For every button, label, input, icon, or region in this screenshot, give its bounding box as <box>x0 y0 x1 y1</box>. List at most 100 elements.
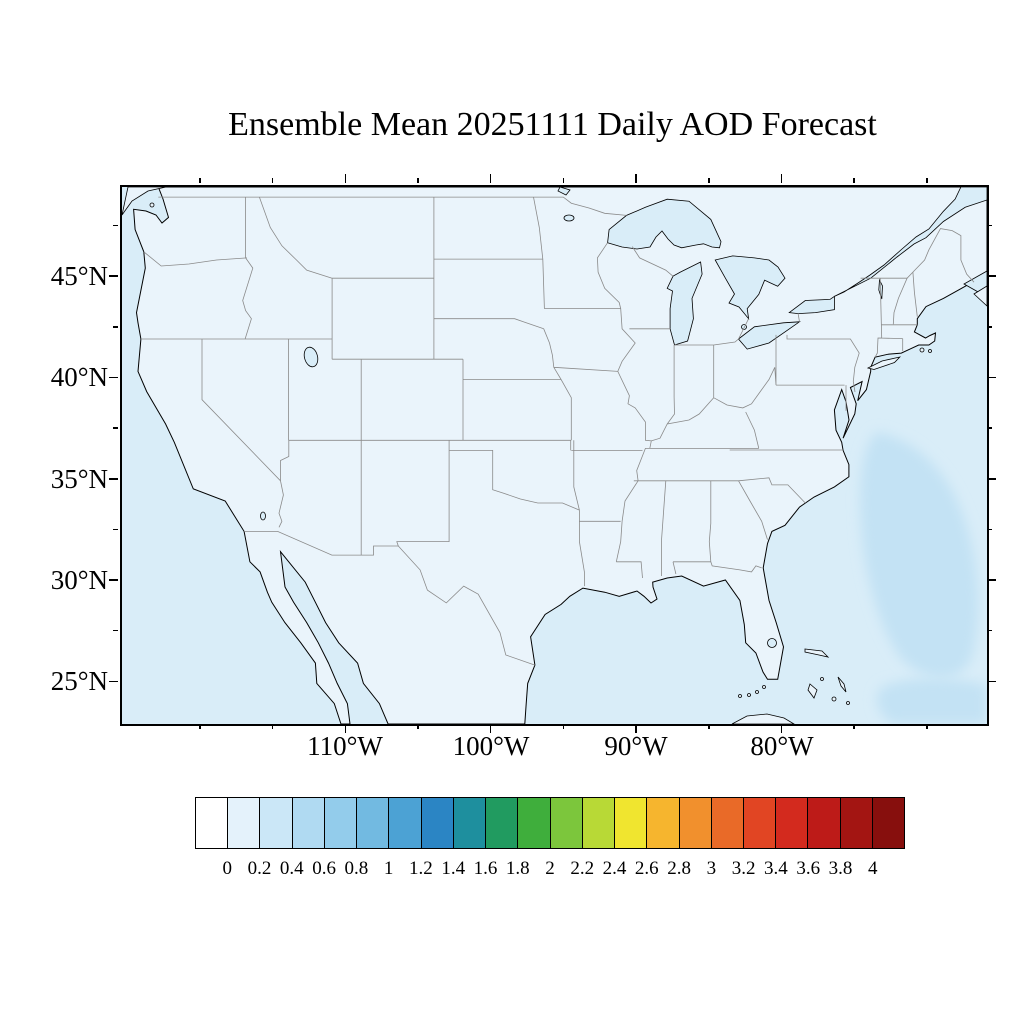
axis-tick <box>926 178 928 183</box>
axis-tick <box>344 174 347 183</box>
aod-patch-atlantic <box>860 432 979 678</box>
red-lake <box>563 214 575 222</box>
colorbar-tick-label: 3.6 <box>796 858 821 879</box>
colorbar-cell <box>486 797 519 849</box>
lake-huron <box>714 255 786 321</box>
axis-tick <box>109 376 118 379</box>
axis-tick <box>780 724 783 733</box>
axis-tick <box>708 724 710 729</box>
colorbar-tick-label: 3.4 <box>764 858 788 879</box>
colorbar-tick-label: 2.2 <box>570 858 595 879</box>
axis-tick <box>987 427 992 429</box>
colorbar-cell <box>292 797 325 849</box>
lat-axis-label: 35°N <box>50 464 108 494</box>
florida-key <box>762 685 766 689</box>
colorbar-cell <box>582 797 616 849</box>
axis-tick <box>344 724 347 733</box>
lake-superior <box>607 198 722 250</box>
axis-tick <box>113 224 118 227</box>
colorbar-tick-label: 3 <box>706 858 717 879</box>
bahama-cay <box>831 696 837 702</box>
lat-axis-label: 45°N <box>50 261 108 291</box>
state-borders <box>140 196 918 587</box>
colorbar-cell <box>808 797 841 849</box>
axis-tick <box>109 680 118 683</box>
axis-tick <box>853 724 855 729</box>
lat-axis-label: 25°N <box>50 666 108 696</box>
colorbar-labels: 0 0.2 0.4 0.6 0.8 1 1.2 1.4 1.6 1.8 2 2.2 2.4 2.6 2.8 3… <box>195 858 905 884</box>
lon-axis-label: 90°W <box>604 731 668 761</box>
lake-ontario <box>788 295 835 315</box>
axis-tick <box>113 528 118 531</box>
colorbar-tick-label: 2 <box>545 858 555 879</box>
axis-tick <box>987 224 992 227</box>
axis-tick <box>271 178 274 183</box>
axis-tick <box>562 178 565 183</box>
axis-tick <box>987 275 996 277</box>
colorbar-tick-label: 4 <box>867 858 878 879</box>
colorbar-cell <box>550 797 583 849</box>
colorbar-cell <box>647 797 680 849</box>
axis-tick <box>271 724 274 729</box>
florida-key <box>747 693 751 697</box>
colorbar-tick-label: 3.2 <box>731 858 756 879</box>
axis-tick <box>708 178 710 183</box>
axis-tick <box>926 724 928 729</box>
colorbar-tick-label: 1.4 <box>441 858 466 879</box>
colorbar-cell <box>357 797 390 849</box>
map-panel <box>120 185 989 726</box>
axis-tick <box>987 680 996 683</box>
axis-tick <box>199 724 201 729</box>
colorbar-tick-label: 0.6 <box>312 858 336 879</box>
florida-key <box>755 690 759 694</box>
colorbar-cell <box>453 797 487 849</box>
vancouver-island <box>122 187 167 216</box>
colorbar-cell <box>324 797 358 849</box>
axis-tick <box>109 478 118 480</box>
axis-tick <box>417 724 419 729</box>
colorbar <box>195 797 906 849</box>
colorbar-cell <box>711 797 744 849</box>
colorbar-tick-label: 1.6 <box>473 858 498 879</box>
colorbar-tick-label: 0.8 <box>344 858 369 879</box>
bahama-cay <box>820 677 824 681</box>
st-lawrence-estuary <box>834 187 987 297</box>
axis-tick <box>780 174 783 183</box>
salton-sea <box>260 511 266 521</box>
colorbar-cell <box>195 797 229 849</box>
colorbar-tick-label: 0.4 <box>279 858 304 879</box>
colorbar-cell <box>421 797 454 849</box>
lat-axis-label: 30°N <box>50 565 108 595</box>
axis-tick <box>113 629 118 632</box>
lon-axis-label: 80°W <box>750 731 814 761</box>
figure-title: Ensemble Mean 20251111 Daily AOD Forecas… <box>228 106 877 143</box>
marthas-vineyard <box>919 347 925 353</box>
nova-scotia-tip <box>973 285 987 307</box>
colorbar-tick-label: 2.8 <box>667 858 691 879</box>
great-lakes <box>607 198 835 350</box>
national-borders <box>158 196 975 666</box>
grand-bahama-abaco <box>804 648 830 658</box>
axis-tick <box>109 275 118 277</box>
colorbar-cell <box>260 797 293 849</box>
colorbar-cell <box>743 797 777 849</box>
axis-tick <box>987 376 996 379</box>
eleuthera <box>837 676 847 693</box>
axis-tick <box>113 326 118 328</box>
map-svg <box>122 187 987 724</box>
axis-tick <box>987 326 992 328</box>
bahama-cay <box>846 701 850 705</box>
colorbar-tick-label: 1 <box>383 858 394 879</box>
long-island <box>866 356 902 370</box>
us-mexico-border <box>244 531 536 666</box>
andros <box>807 683 818 699</box>
aod-patch-southeast-corner <box>876 678 987 724</box>
colorbar-cell <box>840 797 873 849</box>
colorbar-tick-label: 1.8 <box>505 858 530 879</box>
axis-tick <box>113 427 118 429</box>
aod-patches <box>860 432 987 724</box>
us-canada-border <box>158 196 975 340</box>
colorbar-tick-label: 1.2 <box>409 858 433 879</box>
san-juan-island <box>149 202 155 208</box>
